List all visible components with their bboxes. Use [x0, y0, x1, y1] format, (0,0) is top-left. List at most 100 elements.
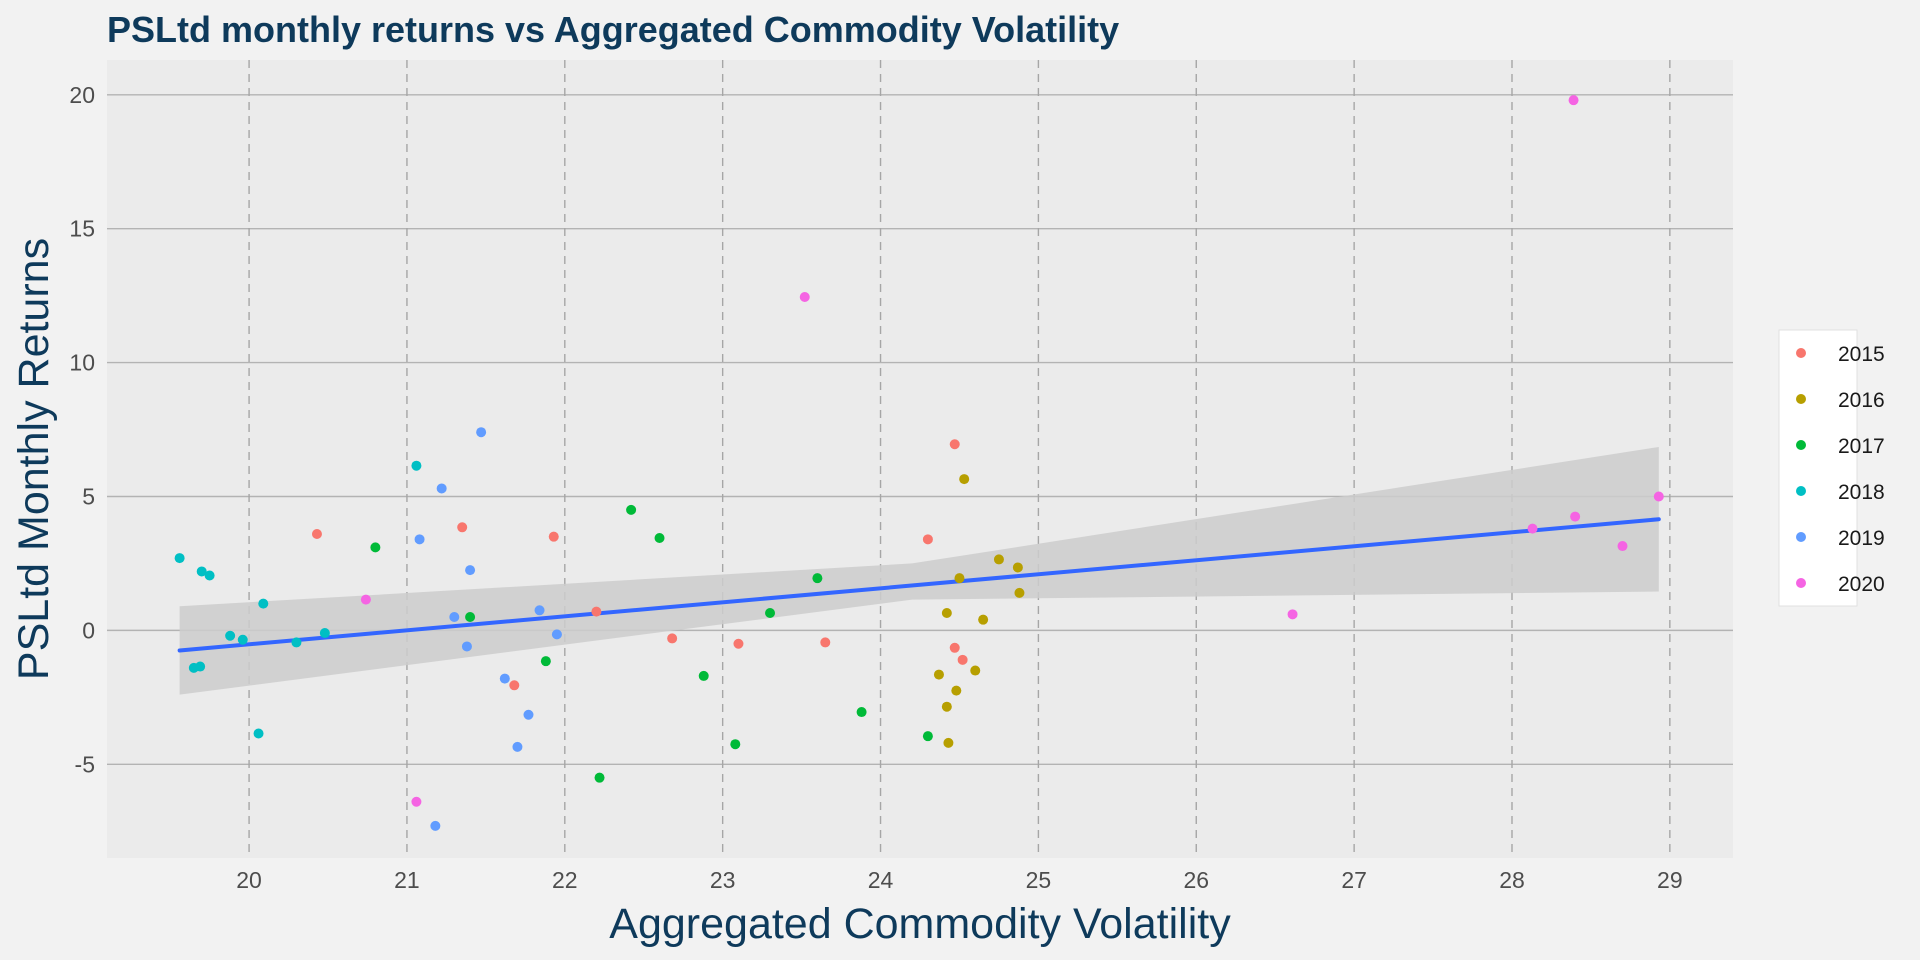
- point-2018: [319, 628, 330, 639]
- y-tick-label: 10: [69, 350, 95, 376]
- y-tick-label: 15: [69, 216, 95, 242]
- x-tick-label: 25: [1026, 867, 1052, 893]
- point-2016: [933, 669, 944, 680]
- point-2018: [258, 598, 269, 609]
- y-axis-title: PSLtd Monthly Returns: [10, 238, 58, 680]
- legend-label: 2015: [1838, 343, 1885, 366]
- legend-box: [1778, 329, 1858, 607]
- point-2016: [941, 701, 952, 712]
- y-tick-label: 5: [82, 483, 95, 509]
- x-tick-label: 27: [1341, 867, 1367, 893]
- point-2018: [411, 460, 422, 471]
- point-2017: [856, 707, 867, 718]
- point-2019: [512, 741, 523, 752]
- point-2017: [730, 739, 741, 750]
- point-2017: [540, 656, 551, 667]
- point-2020: [360, 594, 371, 605]
- legend: 2015 2016 2017 2018 2019 2020: [1778, 329, 1885, 607]
- grid-layer: [107, 60, 1733, 858]
- trend-line: [177, 517, 1661, 653]
- point-2018: [253, 728, 264, 739]
- point-2017: [594, 772, 605, 783]
- point-2018: [225, 630, 236, 641]
- point-2015: [949, 439, 960, 450]
- point-2017: [626, 504, 637, 515]
- point-2017: [812, 573, 823, 584]
- point-2018: [196, 566, 207, 577]
- point-2020: [1570, 511, 1581, 522]
- legend-marker-2018: [1796, 486, 1806, 496]
- x-tick-label: 22: [552, 867, 578, 893]
- confidence-band-layer: [179, 446, 1659, 695]
- x-tick-label: 26: [1183, 867, 1209, 893]
- x-tick-label: 24: [868, 867, 894, 893]
- x-tick-label: 29: [1657, 867, 1683, 893]
- point-2020: [411, 796, 422, 807]
- point-2018: [195, 661, 206, 672]
- point-2015: [949, 642, 960, 653]
- plot-panel: [107, 60, 1733, 858]
- point-2020: [1653, 491, 1664, 502]
- point-2020: [1617, 541, 1628, 552]
- legend-label: 2019: [1838, 527, 1885, 550]
- point-2019: [465, 565, 476, 576]
- point-2018: [174, 553, 185, 564]
- point-2019: [430, 820, 441, 831]
- legend-marker-2017: [1796, 440, 1806, 450]
- point-2019: [449, 611, 460, 622]
- legend-marker-2019: [1796, 532, 1806, 542]
- point-2020: [1287, 609, 1298, 620]
- point-2015: [548, 531, 559, 542]
- point-2015: [457, 522, 468, 533]
- point-2015: [591, 606, 602, 617]
- point-2019: [523, 709, 534, 720]
- y-tick-label: -5: [75, 751, 95, 777]
- point-2015: [957, 654, 968, 665]
- x-axis-title: Aggregated Commodity Volatility: [609, 900, 1231, 948]
- point-2017: [370, 542, 381, 553]
- point-2016: [993, 554, 1004, 565]
- point-2019: [436, 483, 447, 494]
- tick-labels-layer: -5 0 5 10 15 20 20 21 22 23 24 25 26 27 28 29: [69, 82, 1682, 893]
- point-2017: [922, 731, 933, 742]
- legend-label: 2020: [1838, 573, 1885, 596]
- point-2017: [765, 607, 776, 618]
- trend-line-layer: [177, 517, 1661, 653]
- point-2017: [654, 532, 665, 543]
- point-2015: [509, 680, 520, 691]
- legend-label: 2016: [1838, 389, 1885, 412]
- point-2016: [941, 607, 952, 618]
- point-2020: [799, 291, 810, 302]
- point-2018: [291, 637, 302, 648]
- x-tick-label: 21: [394, 867, 420, 893]
- y-tick-label: 20: [69, 82, 95, 108]
- point-2016: [959, 474, 970, 485]
- x-tick-label: 20: [236, 867, 262, 893]
- chart-title: PSLtd monthly returns vs Aggregated Comm…: [107, 9, 1119, 50]
- point-2015: [311, 528, 322, 539]
- point-2019: [534, 605, 545, 616]
- point-2015: [733, 638, 744, 649]
- legend-marker-2016: [1796, 394, 1806, 404]
- point-2019: [461, 641, 472, 652]
- legend-label: 2017: [1838, 435, 1885, 458]
- point-2016: [1014, 587, 1025, 598]
- point-2019: [499, 673, 510, 684]
- point-2019: [551, 629, 562, 640]
- point-2015: [820, 637, 831, 648]
- point-2017: [698, 670, 709, 681]
- legend-label: 2018: [1838, 481, 1885, 504]
- legend-marker-2020: [1796, 578, 1806, 588]
- point-2019: [476, 427, 487, 438]
- point-2020: [1568, 95, 1579, 106]
- point-2015: [667, 633, 678, 644]
- point-2019: [414, 534, 425, 545]
- x-tick-label: 28: [1499, 867, 1525, 893]
- point-2018: [204, 570, 215, 581]
- point-2016: [943, 737, 954, 748]
- point-2020: [1527, 523, 1538, 534]
- point-2016: [970, 665, 981, 676]
- y-tick-label: 0: [82, 617, 95, 643]
- confidence-band: [179, 446, 1659, 695]
